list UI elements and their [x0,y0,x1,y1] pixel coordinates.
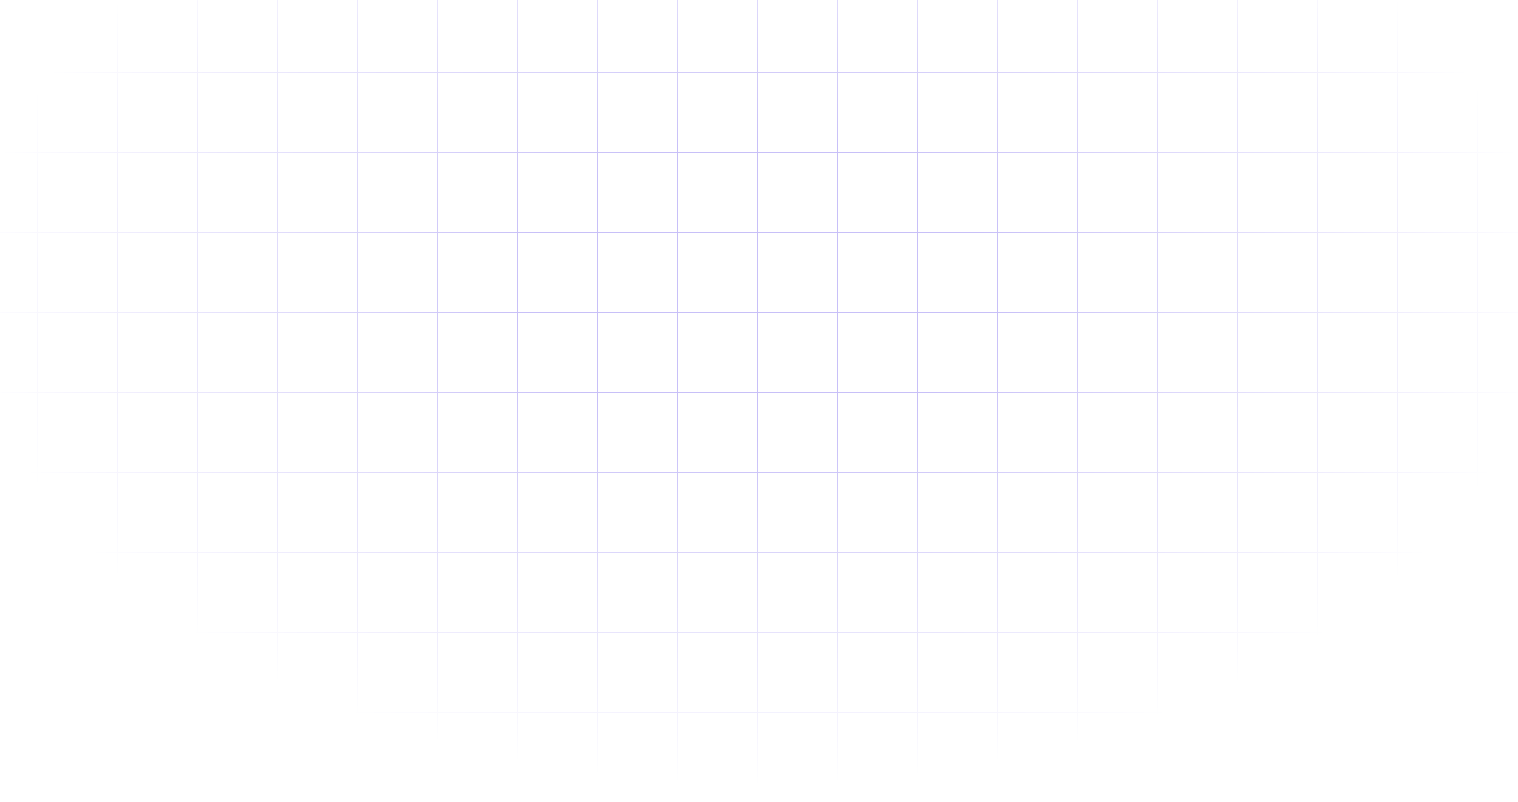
background-grid [0,0,1518,802]
